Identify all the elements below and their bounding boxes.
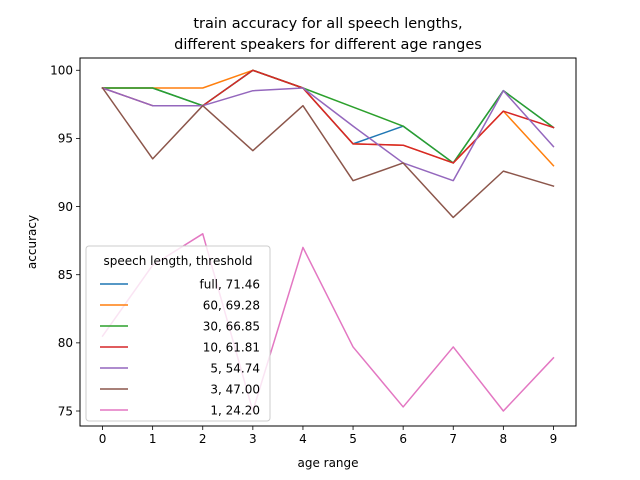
x-tick-label-8: 8 [500, 432, 508, 446]
legend-label-5: 3, 47.00 [210, 382, 260, 396]
series-layer [101, 69, 555, 412]
x-tick-label-2: 2 [199, 432, 207, 446]
legend-label-0: full, 71.46 [200, 277, 260, 291]
series-line-2 [101, 69, 555, 164]
x-tick-label-6: 6 [399, 432, 407, 446]
x-tick-label-9: 9 [550, 432, 558, 446]
y-tick-label-0: 75 [58, 404, 73, 418]
y-tick-label-2: 85 [58, 268, 73, 282]
y-axis-label: accuracy [25, 215, 39, 269]
legend-label-2: 30, 66.85 [203, 319, 260, 333]
legend-label-6: 1, 24.20 [210, 403, 260, 417]
x-tick-label-0: 0 [99, 432, 107, 446]
chart-title-line-2: different speakers for different age ran… [174, 37, 482, 53]
legend-label-3: 10, 61.81 [203, 340, 260, 354]
y-tick-label-4: 95 [58, 132, 73, 146]
x-tick-label-4: 4 [299, 432, 307, 446]
plot-frame [79, 57, 577, 427]
y-tick-label-5: 100 [50, 64, 73, 78]
x-tick-label-5: 5 [349, 432, 357, 446]
legend-title: speech length, threshold [103, 254, 252, 268]
series-line-4 [101, 87, 555, 182]
x-tick-label-7: 7 [449, 432, 457, 446]
x-tick-label-3: 3 [249, 432, 257, 446]
x-axis-label: age range [297, 456, 358, 470]
legend-box [85, 245, 271, 422]
legend: speech length, threshold full, 71.46 60, 6… [85, 245, 271, 422]
x-tick-label-1: 1 [149, 432, 157, 446]
series-line-5 [101, 86, 555, 219]
axes: 0 1 2 3 4 5 6 7 8 9 75 80 85 90 95 100 [50, 64, 557, 446]
chart-title-line-1: train accuracy for all speech lengths, [193, 16, 462, 32]
y-tick-label-1: 80 [58, 336, 73, 350]
y-tick-label-3: 90 [58, 200, 73, 214]
legend-label-4: 5, 54.74 [210, 361, 260, 375]
legend-label-1: 60, 69.28 [203, 298, 260, 312]
